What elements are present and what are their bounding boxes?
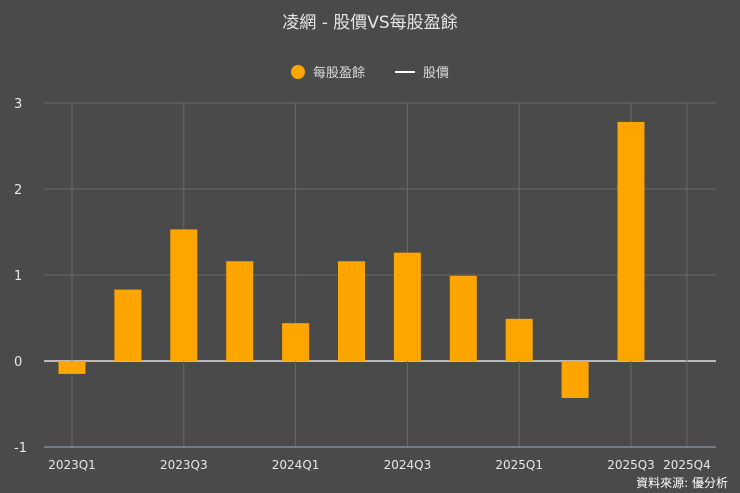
y-tick-label: 1 (14, 269, 22, 284)
x-tick-label: 2024Q1 (272, 458, 320, 472)
eps-bar (449, 275, 477, 361)
eps-bar (114, 289, 142, 361)
x-tick-label: 2023Q1 (48, 458, 96, 472)
x-tick-label: 2025Q3 (607, 458, 655, 472)
x-tick-label: 2025Q1 (495, 458, 543, 472)
eps-bar (226, 261, 254, 361)
y-tick-label: 0 (14, 355, 22, 370)
y-tick-label: 2 (14, 183, 22, 198)
eps-bar (170, 229, 198, 361)
legend: 每股盈餘 股價 (0, 62, 740, 81)
y-tick-label: 3 (14, 97, 22, 112)
source-note: 資料來源: 優分析 (636, 476, 728, 490)
eps-bar (282, 323, 310, 361)
eps-bar (338, 261, 365, 361)
x-tick-label: 2023Q3 (160, 458, 208, 472)
eps-bar (505, 318, 533, 361)
eps-bar (617, 121, 645, 361)
x-tick-label: 2024Q3 (384, 458, 432, 472)
legend-label-eps: 每股盈餘 (312, 66, 365, 81)
legend-label-price: 股價 (423, 66, 450, 81)
legend-item-eps[interactable]: 每股盈餘 (290, 62, 365, 81)
y-tick-label: -1 (14, 441, 27, 456)
x-tick-label: 2025Q4 (663, 458, 711, 472)
eps-bar (561, 361, 589, 398)
chart-title: 凌網 - 股價VS每股盈餘 (282, 13, 458, 33)
legend-dot-icon (290, 64, 305, 79)
eps-bar (393, 252, 421, 361)
legend-item-price[interactable]: 股價 (395, 62, 449, 81)
eps-bar (58, 361, 86, 374)
legend-line-icon (395, 70, 415, 73)
